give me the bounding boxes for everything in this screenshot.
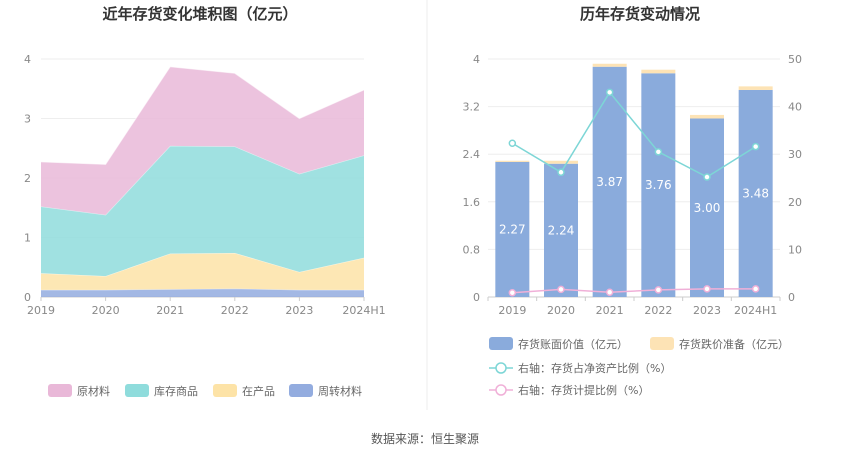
right-chart-bars: 2.27 2.24 3.87 3.76 3.00 3.48 [495, 63, 773, 297]
right-left-y-tick-label: 2.4 [463, 148, 481, 161]
area-stock_goods [41, 145, 364, 277]
left-y-tick-label: 1 [24, 232, 31, 245]
left-x-tick-label: 2023 [285, 304, 313, 317]
point-net_asset_ratio [654, 148, 663, 156]
right-chart-title: 历年存货变动情况 [580, 5, 700, 23]
bar-book-value [495, 161, 530, 297]
right-x-tick-label: 2020 [547, 304, 575, 317]
right-x-tick-label: 2024H1 [734, 304, 777, 317]
legend-marker-provision_ratio [495, 384, 507, 396]
left-x-tick-label: 2020 [92, 304, 120, 317]
point-provision_ratio [605, 288, 614, 296]
point-provision_ratio [751, 285, 760, 293]
right-left-y-tick-label: 1.6 [463, 196, 481, 209]
point-provision_ratio [557, 285, 565, 294]
bar-impairment [690, 114, 724, 119]
point-provision_ratio [508, 288, 517, 297]
bar-value-label: 2.24 [548, 223, 575, 237]
left-x-tick-label: 2021 [156, 304, 184, 317]
bar-book-value [641, 73, 676, 297]
right-right-y-tick-label: 10 [788, 243, 802, 256]
bar-impairment [544, 160, 578, 164]
bar-impairment [641, 69, 676, 74]
legend-label-net_asset_ratio: 右轴：存货占净资产比例（%） [518, 361, 671, 375]
point-net_asset_ratio [605, 88, 614, 97]
data-source-note: 数据来源：恒生聚源 [371, 431, 479, 446]
legend-swatch-impairment [650, 337, 674, 350]
point-net_asset_ratio [751, 142, 760, 151]
point-net_asset_ratio [508, 139, 517, 148]
bar-value-label: 3.87 [596, 175, 623, 189]
left-x-tick-label: 2019 [27, 304, 55, 317]
right-chart-legend: 存货账面价值（亿元） 存货跌价准备（亿元） 右轴：存货占净资产比例（%） 右轴：存货计… [489, 337, 789, 397]
point-net_asset_ratio [557, 168, 565, 177]
area-raw_materials [41, 66, 364, 215]
area-wip [41, 252, 364, 290]
right-left-y-tick-label: 0.8 [463, 243, 481, 256]
left-x-tick-label: 2022 [221, 304, 249, 317]
legend-swatch-revolving [289, 384, 313, 397]
line-net_asset_ratio [511, 91, 757, 178]
legend-label-provision_ratio: 右轴：存货计提比例（%） [518, 383, 649, 397]
legend-swatch-stock_goods [125, 384, 149, 397]
legend-label-impairment: 存货跌价准备（亿元） [679, 337, 789, 351]
left-chart-legend: 原材料 库存商品 在产品 周转材料 [48, 384, 362, 398]
left-y-tick-label: 3 [24, 113, 31, 126]
legend-label-wip: 在产品 [242, 384, 275, 398]
legend-swatch-wip [213, 384, 237, 397]
right-right-y-tick-label: 0 [788, 291, 795, 304]
point-provision_ratio [703, 285, 711, 293]
legend-label-raw_materials: 原材料 [77, 384, 110, 398]
area-edge-raw_materials [40, 66, 365, 165]
legend-label-book-value: 存货账面价值（亿元） [518, 337, 628, 351]
point-net_asset_ratio [703, 173, 711, 181]
left-y-tick-label: 0 [24, 291, 31, 304]
right-left-y-tick-label: 0 [473, 291, 480, 304]
legend-swatch-raw_materials [48, 384, 72, 397]
bar-impairment [738, 86, 773, 90]
bar-impairment [592, 63, 627, 67]
left-chart-areas [40, 66, 365, 297]
right-x-tick-label: 2021 [596, 304, 624, 317]
bar-value-label: 2.27 [499, 222, 526, 236]
legend-label-stock_goods: 库存商品 [154, 384, 198, 398]
bar-value-label: 3.76 [645, 178, 672, 192]
left-y-tick-label: 4 [24, 53, 31, 66]
right-chart-grid [488, 58, 780, 298]
area-revolving [41, 288, 364, 297]
legend-marker-net_asset_ratio [495, 362, 507, 374]
bar-impairment [495, 160, 530, 162]
legend-label-revolving: 周转材料 [318, 384, 362, 398]
left-y-tick-label: 2 [24, 172, 31, 185]
right-right-y-tick-label: 50 [788, 53, 802, 66]
left-chart-axis: 0 1 2 3 4 2019 2020 2021 2022 2023 2024H1 [24, 53, 386, 317]
legend-swatch-book-value [489, 337, 513, 350]
left-x-tick-label: 2024H1 [342, 304, 385, 317]
bar-value-label: 3.48 [742, 186, 769, 200]
right-x-tick-label: 2023 [693, 304, 721, 317]
right-right-y-tick-label: 30 [788, 148, 802, 161]
left-chart-title: 近年存货变化堆积图（亿元） [102, 5, 297, 23]
right-right-y-tick-label: 20 [788, 196, 802, 209]
right-x-tick-label: 2022 [644, 304, 672, 317]
bar-book-value [690, 118, 724, 297]
line-provision_ratio [512, 288, 756, 294]
right-x-tick-label: 2019 [498, 304, 526, 317]
point-provision_ratio [654, 286, 663, 294]
right-chart-lines [508, 88, 760, 297]
bar-book-value [544, 163, 578, 297]
bar-book-value [738, 89, 773, 297]
right-right-y-tick-label: 40 [788, 101, 802, 114]
right-left-y-tick-label: 3.2 [463, 101, 481, 114]
bar-value-label: 3.00 [694, 201, 721, 215]
right-left-y-tick-label: 4 [473, 53, 480, 66]
